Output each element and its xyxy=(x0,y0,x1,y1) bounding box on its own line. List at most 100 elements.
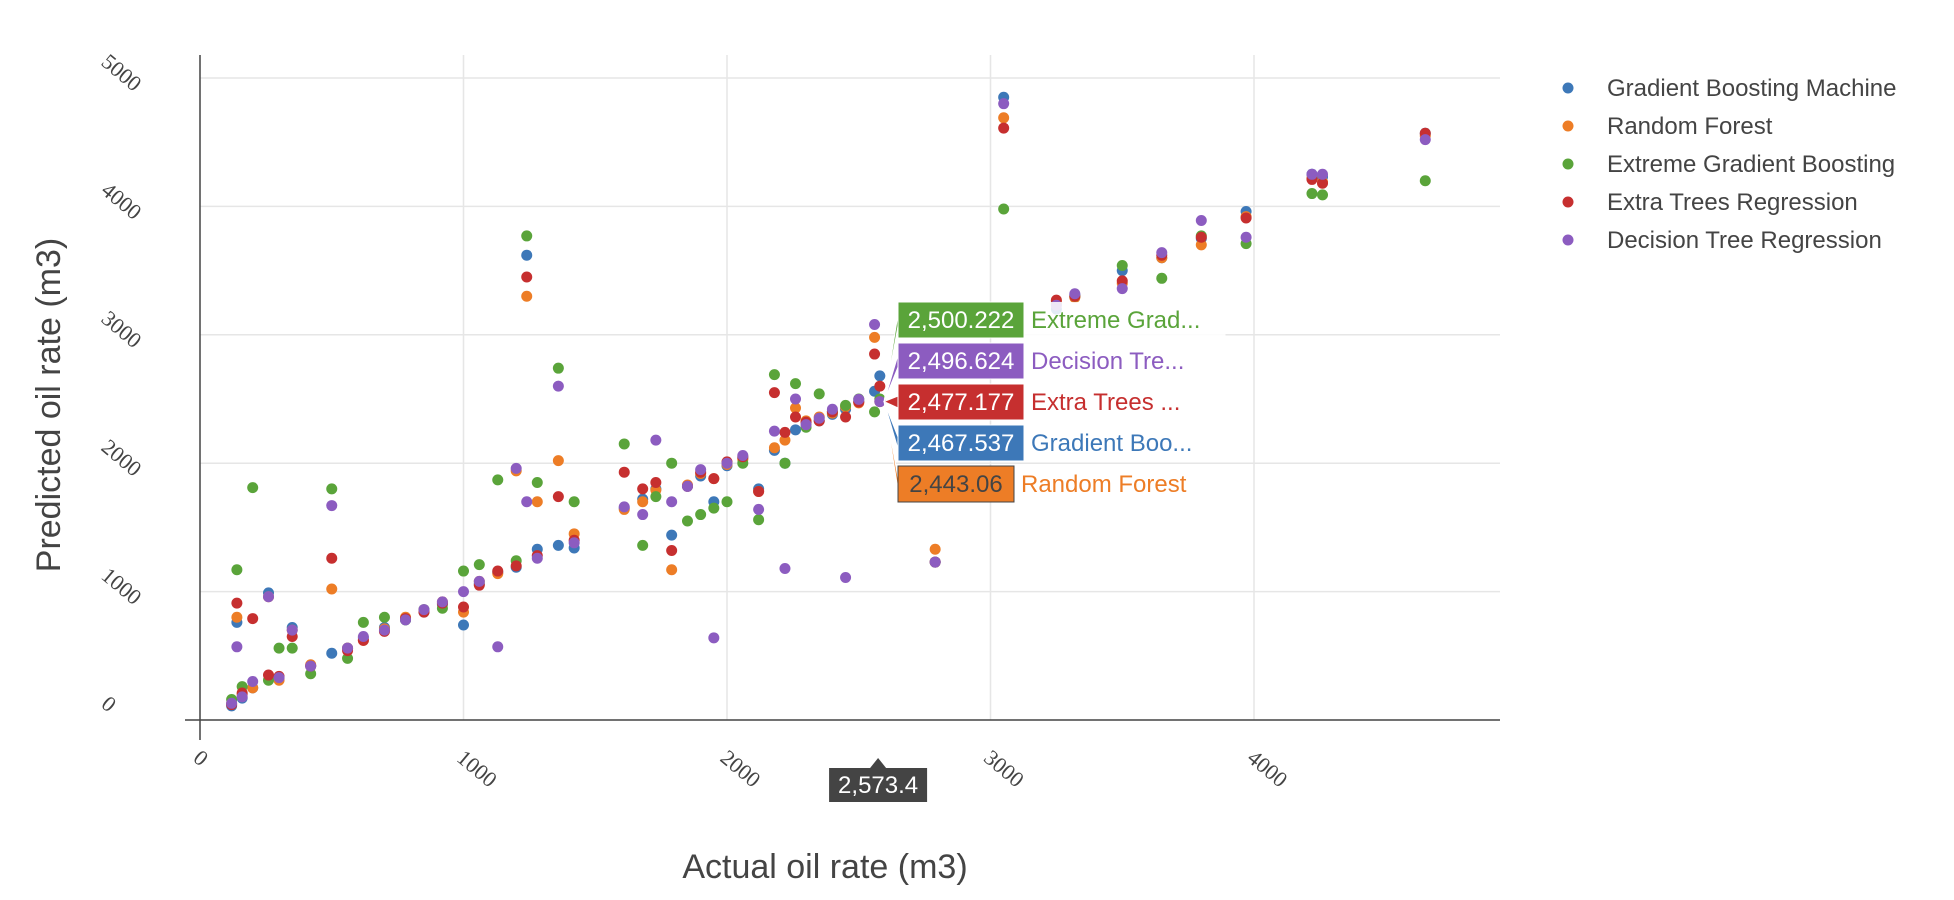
data-point[interactable] xyxy=(753,514,765,526)
data-point[interactable] xyxy=(342,652,354,664)
data-point[interactable] xyxy=(568,537,580,549)
data-point[interactable] xyxy=(813,412,825,424)
data-point[interactable] xyxy=(874,396,886,408)
data-point[interactable] xyxy=(492,474,504,486)
data-point[interactable] xyxy=(552,539,564,551)
data-point[interactable] xyxy=(231,611,243,623)
data-point[interactable] xyxy=(226,697,238,709)
data-point[interactable] xyxy=(458,601,469,613)
data-point[interactable] xyxy=(1317,168,1329,180)
data-point[interactable] xyxy=(768,442,780,454)
data-point[interactable] xyxy=(708,473,720,485)
data-point[interactable] xyxy=(326,483,338,495)
data-point[interactable] xyxy=(492,641,504,653)
data-point[interactable] xyxy=(1195,215,1207,227)
data-point[interactable] xyxy=(1419,175,1431,187)
data-point[interactable] xyxy=(305,668,317,680)
data-point[interactable] xyxy=(681,515,693,527)
data-point[interactable] xyxy=(521,290,533,302)
data-point[interactable] xyxy=(840,571,852,583)
data-point[interactable] xyxy=(326,647,338,659)
data-point[interactable] xyxy=(492,565,504,577)
data-point[interactable] xyxy=(1317,177,1329,189)
data-point[interactable] xyxy=(666,545,678,557)
data-point[interactable] xyxy=(721,457,733,469)
data-point[interactable] xyxy=(531,476,543,488)
data-point[interactable] xyxy=(458,586,469,598)
data-point[interactable] xyxy=(326,500,338,512)
data-point[interactable] xyxy=(1306,188,1318,200)
data-point[interactable] xyxy=(929,543,941,555)
data-point[interactable] xyxy=(666,496,678,508)
data-point[interactable] xyxy=(681,480,693,492)
series-extreme-gradient-boosting[interactable] xyxy=(226,175,1431,705)
data-point[interactable] xyxy=(721,496,733,508)
data-point[interactable] xyxy=(779,562,791,574)
data-point[interactable] xyxy=(618,501,630,513)
data-point[interactable] xyxy=(1156,247,1168,259)
data-point[interactable] xyxy=(1240,212,1252,224)
data-point[interactable] xyxy=(1195,231,1207,243)
data-point[interactable] xyxy=(521,249,533,261)
legend-item[interactable]: Extra Trees Regression xyxy=(1562,189,1858,216)
data-point[interactable] xyxy=(521,271,533,283)
data-point[interactable] xyxy=(998,98,1010,110)
data-point[interactable] xyxy=(552,455,564,467)
data-point[interactable] xyxy=(1306,168,1318,180)
data-point[interactable] xyxy=(790,411,802,423)
data-point[interactable] xyxy=(695,464,707,476)
data-point[interactable] xyxy=(753,485,765,497)
data-point[interactable] xyxy=(637,509,649,521)
data-point[interactable] xyxy=(521,230,533,242)
data-point[interactable] xyxy=(768,387,780,399)
data-point[interactable] xyxy=(273,672,285,684)
data-point[interactable] xyxy=(231,597,243,609)
data-point[interactable] xyxy=(790,393,802,405)
series-decision-tree-regression[interactable] xyxy=(226,98,1431,709)
data-point[interactable] xyxy=(247,482,259,494)
data-point[interactable] xyxy=(263,669,275,681)
data-point[interactable] xyxy=(853,393,865,405)
data-point[interactable] xyxy=(666,529,678,541)
data-point[interactable] xyxy=(286,624,298,636)
data-point[interactable] xyxy=(874,370,886,382)
data-point[interactable] xyxy=(650,491,662,503)
legend-item[interactable]: Decision Tree Regression xyxy=(1562,227,1882,254)
data-point[interactable] xyxy=(708,502,720,514)
data-point[interactable] xyxy=(378,624,390,636)
data-point[interactable] xyxy=(869,319,881,331)
data-point[interactable] xyxy=(695,509,707,521)
data-point[interactable] xyxy=(1195,239,1207,251)
data-point[interactable] xyxy=(1419,134,1431,146)
data-point[interactable] xyxy=(637,483,649,495)
data-point[interactable] xyxy=(768,369,780,381)
data-point[interactable] xyxy=(869,348,881,360)
data-point[interactable] xyxy=(378,611,390,623)
data-point[interactable] xyxy=(637,539,649,551)
data-point[interactable] xyxy=(458,619,469,631)
data-point[interactable] xyxy=(790,402,802,414)
data-point[interactable] xyxy=(305,660,317,672)
data-point[interactable] xyxy=(826,403,838,415)
data-point[interactable] xyxy=(400,614,412,626)
data-point[interactable] xyxy=(840,399,852,411)
data-point[interactable] xyxy=(650,476,662,488)
data-point[interactable] xyxy=(263,591,275,603)
data-point[interactable] xyxy=(650,434,662,446)
data-point[interactable] xyxy=(840,411,852,423)
legend[interactable]: Gradient Boosting Machine Random Forest Ex… xyxy=(1562,75,1897,254)
data-point[interactable] xyxy=(779,457,791,469)
data-point[interactable] xyxy=(874,380,886,392)
data-point[interactable] xyxy=(1156,272,1168,284)
data-point[interactable] xyxy=(273,642,285,654)
data-point[interactable] xyxy=(1240,231,1252,243)
data-point[interactable] xyxy=(1317,189,1329,201)
data-point[interactable] xyxy=(326,552,338,564)
data-point[interactable] xyxy=(473,559,485,571)
data-point[interactable] xyxy=(618,438,630,450)
data-point[interactable] xyxy=(510,462,522,474)
data-point[interactable] xyxy=(552,380,564,392)
data-point[interactable] xyxy=(737,449,749,461)
data-point[interactable] xyxy=(436,596,448,608)
data-point[interactable] xyxy=(1116,259,1128,271)
